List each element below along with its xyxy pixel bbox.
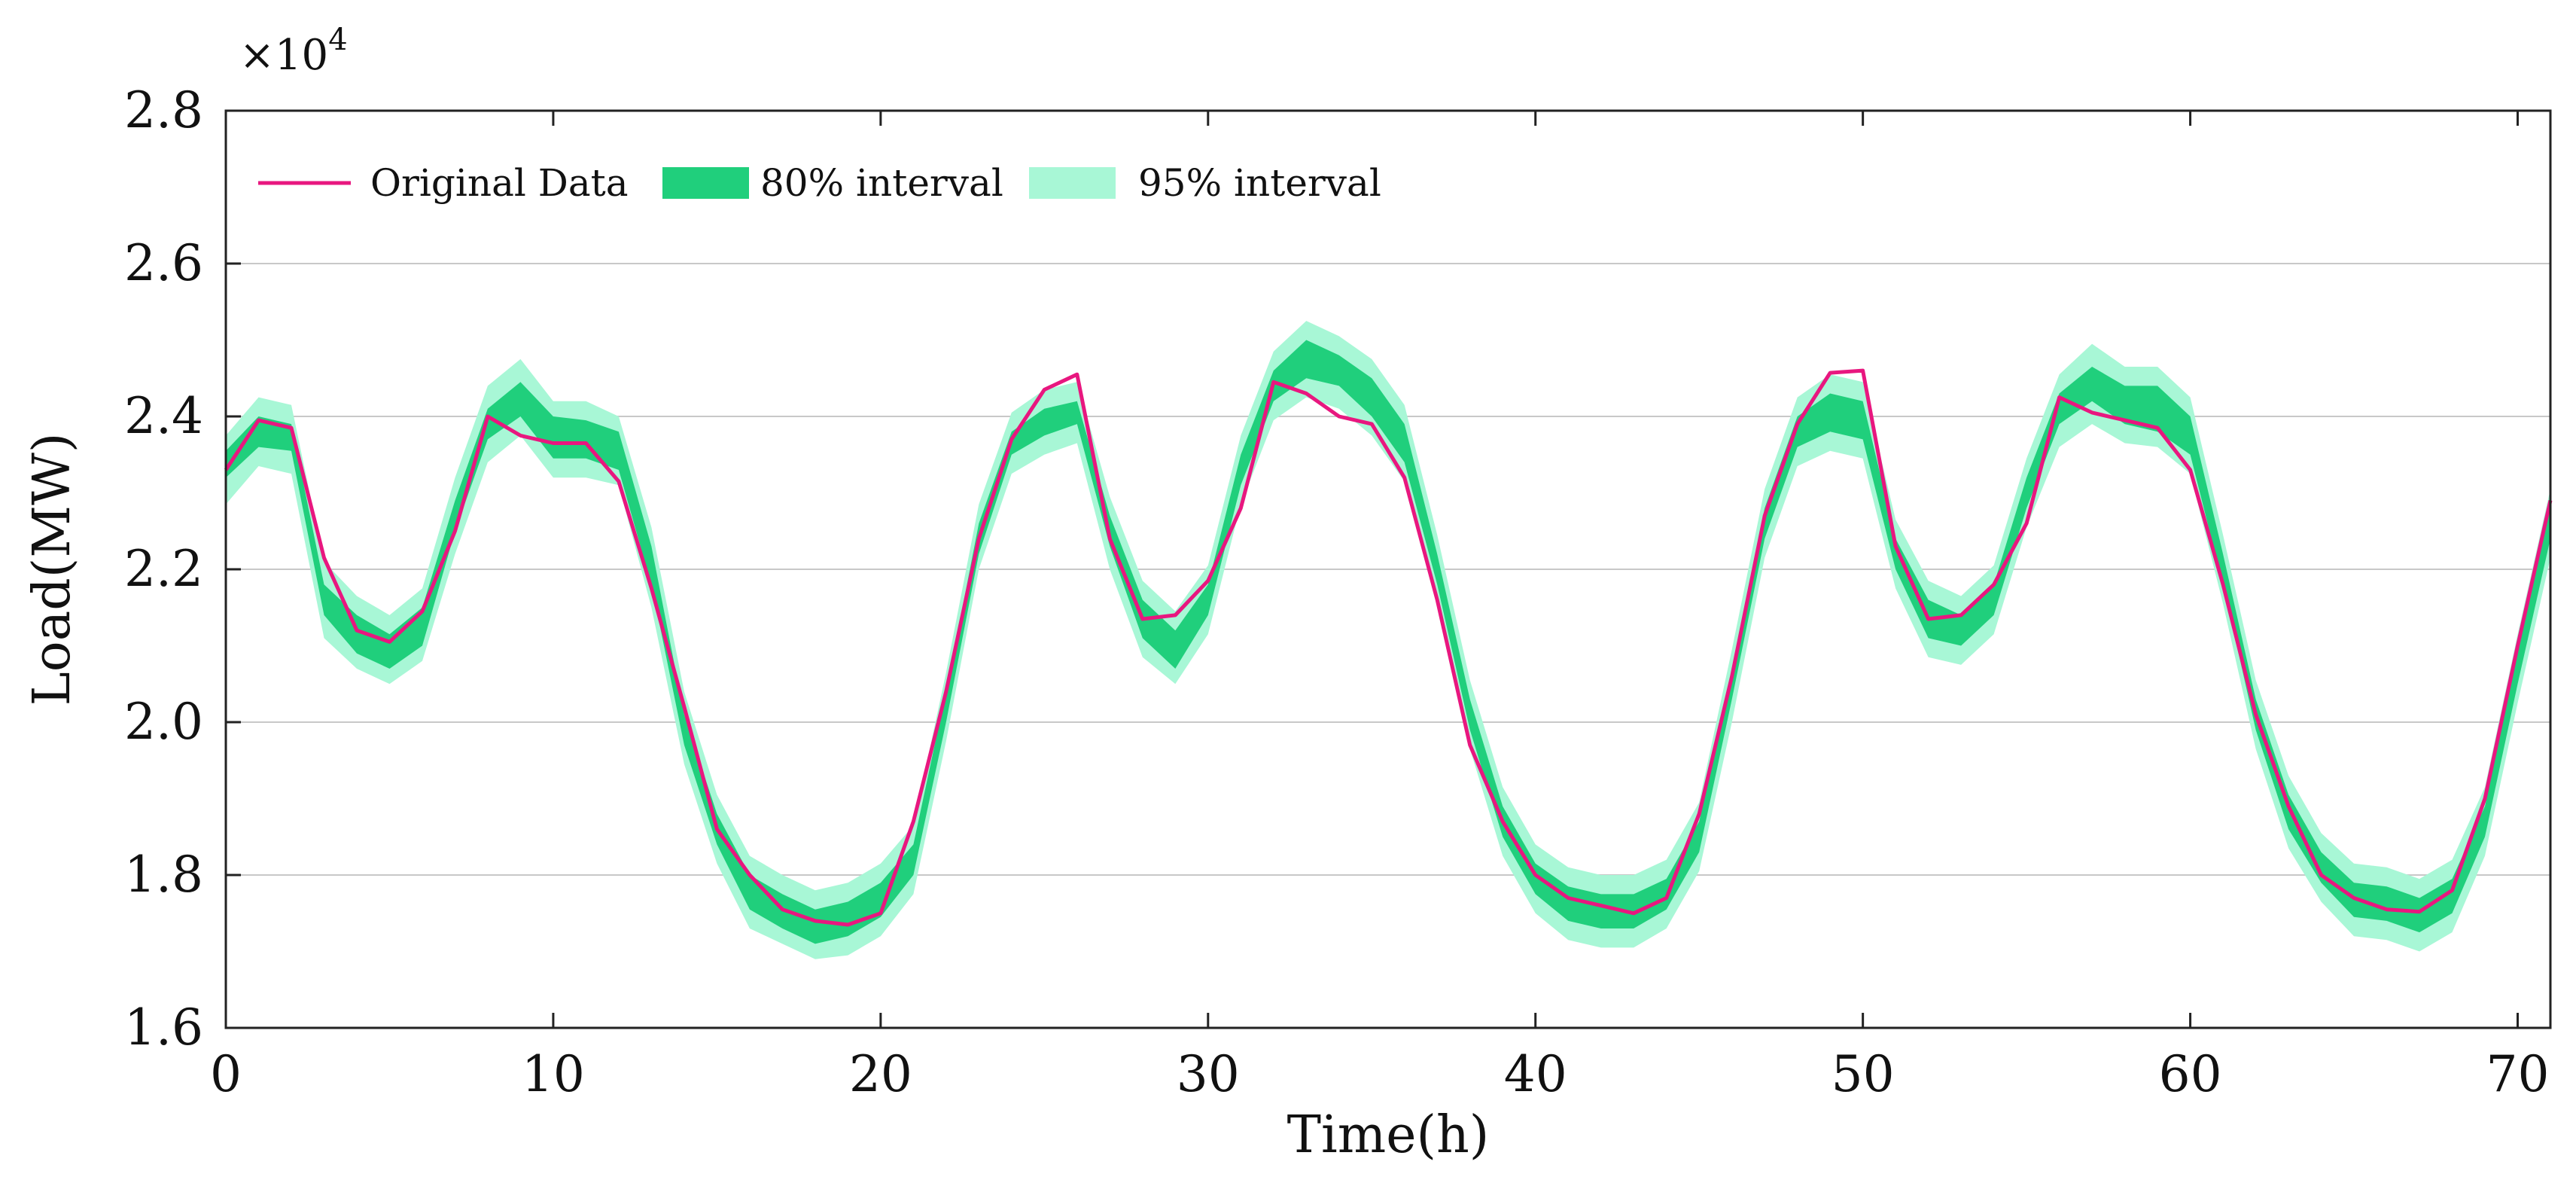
x-axis-title: Time(h) <box>1287 1105 1490 1165</box>
original-data-layer <box>224 368 2553 927</box>
x-tick-label: 20 <box>849 1045 912 1103</box>
x-tick-label: 60 <box>2159 1045 2222 1103</box>
legend-label-original: Original Data <box>370 161 629 205</box>
y-tick-label: 1.6 <box>124 999 203 1056</box>
y-tick-label: 1.8 <box>124 846 203 904</box>
legend-swatch-80 <box>662 167 749 199</box>
legend-label-95: 95% interval <box>1138 161 1381 205</box>
legend: Original Data 80% interval 95% interval <box>258 161 1381 205</box>
x-tick-label: 10 <box>522 1045 585 1103</box>
y-axis-ticks: 1.6 1.8 2.0 2.2 2.4 2.6 2.8 <box>124 81 241 1056</box>
x-tick-label: 50 <box>1832 1045 1895 1103</box>
y-tick-label: 2.2 <box>124 540 203 598</box>
x-tick-label: 30 <box>1177 1045 1240 1103</box>
original-data-line <box>224 368 2553 927</box>
y-scale-base: ×10 <box>239 31 328 80</box>
legend-label-80: 80% interval <box>760 161 1003 205</box>
y-scale-factor: ×104 <box>239 23 348 80</box>
x-tick-label: 40 <box>1504 1045 1567 1103</box>
y-tick-label: 2.6 <box>124 234 203 292</box>
x-tick-label: 0 <box>210 1045 242 1103</box>
y-tick-label: 2.4 <box>124 387 203 445</box>
x-axis-ticks: 0 10 20 30 40 50 60 70 <box>210 111 2549 1103</box>
y-scale-exponent: 4 <box>328 23 347 57</box>
legend-swatch-95 <box>1029 167 1116 199</box>
y-tick-label: 2.0 <box>124 693 203 751</box>
x-tick-label: 70 <box>2486 1045 2550 1103</box>
y-axis-title: Load(MW) <box>23 433 82 706</box>
y-tick-label: 2.8 <box>124 81 203 139</box>
